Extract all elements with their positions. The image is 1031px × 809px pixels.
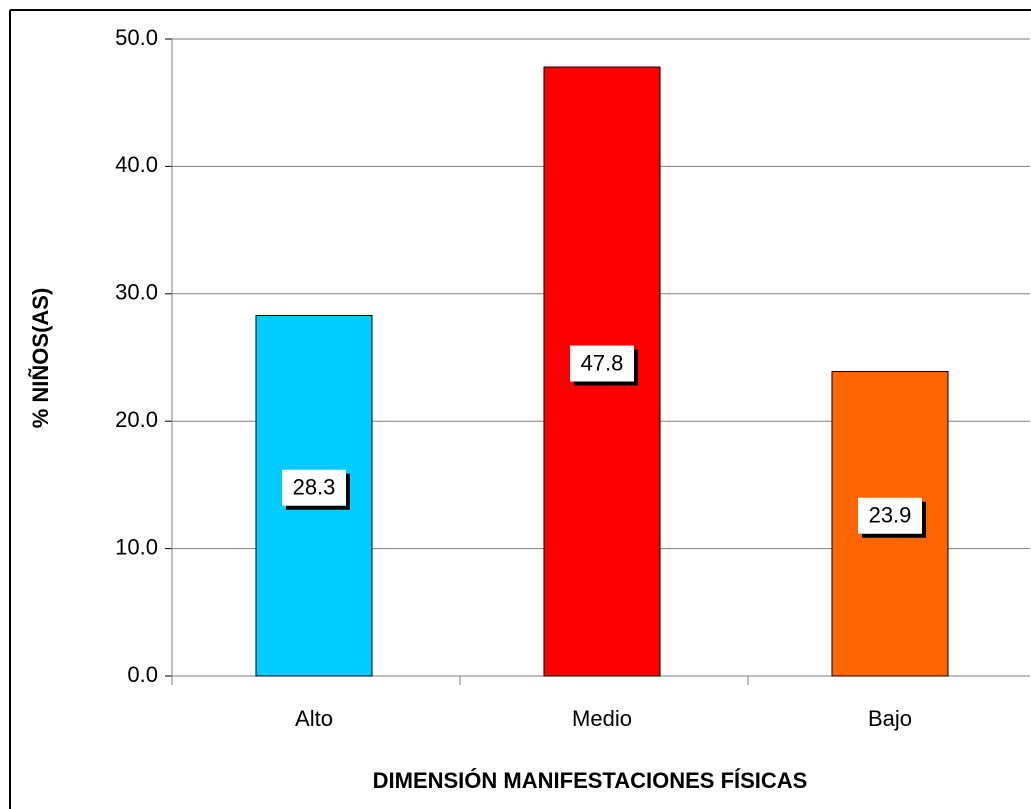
data-label-box [858,497,922,534]
data-label: 47.8 [581,350,624,375]
x-tick-label: Medio [572,706,632,731]
x-tick-label: Bajo [868,706,912,731]
y-tick-label: 20.0 [115,407,158,432]
x-tick-label: Alto [295,706,333,731]
y-tick-label: 50.0 [115,25,158,50]
y-tick-label: 0.0 [127,662,158,687]
y-tick-label: 30.0 [115,280,158,305]
data-label: 28.3 [293,475,336,500]
x-axis-title: DIMENSIÓN MANIFESTACIONES FÍSICAS [373,768,808,793]
data-label-box [282,469,346,506]
y-axis-title: % NIÑOS(AS) [28,288,53,429]
data-label: 23.9 [869,503,912,528]
y-tick-label: 10.0 [115,534,158,559]
data-label-box [570,345,634,382]
y-tick-label: 40.0 [115,152,158,177]
